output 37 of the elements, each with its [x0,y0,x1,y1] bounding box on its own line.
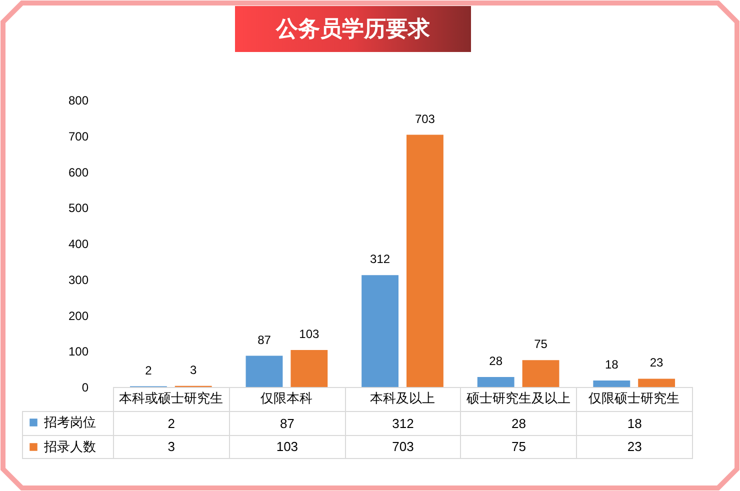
y-tick-label: 400 [68,237,89,251]
x-tick-label: 本科或硕士研究生 [118,390,223,406]
data-label: 103 [299,327,320,342]
data-label: 18 [604,358,619,372]
x-tick-label: 仅限本科 [260,390,313,406]
y-tick-label: 0 [82,380,89,394]
y-tick-label: 600 [68,165,89,180]
x-tick-label: 本科及以上 [370,390,435,406]
text: 87 [229,412,346,435]
text: 75 [460,435,577,458]
data-label: 28 [489,354,503,368]
data-label: 2 [145,363,152,378]
text: 28 [460,412,577,435]
y-tick-label: 100 [68,344,89,359]
text: 2 [114,412,230,435]
data-label: 3 [190,362,198,377]
legend-label: 招考岗位 [43,414,96,430]
data-label: 23 [650,356,664,370]
legend-label: 招录人数 [43,439,96,454]
y-tick-label: 500 [68,201,89,216]
x-tick-label: 仅限硕士研究生 [588,390,680,406]
data-label: 75 [534,337,548,352]
y-tick-label: 700 [68,129,89,144]
data-label: 312 [370,252,390,266]
text: 23 [576,435,692,458]
chart-title: 公务员学历要求 [235,6,471,52]
text: 103 [229,435,346,458]
text: 3 [114,435,230,458]
data-label: 703 [414,112,436,126]
data-label: 87 [258,332,272,347]
text: 703 [345,435,461,458]
y-tick-label: 300 [68,272,89,287]
x-tick-label: 硕士研究生及以上 [465,390,570,406]
text: 18 [576,412,692,435]
y-tick-label: 200 [68,308,89,323]
y-tick-label: 800 [68,94,89,108]
text: 312 [345,412,461,435]
